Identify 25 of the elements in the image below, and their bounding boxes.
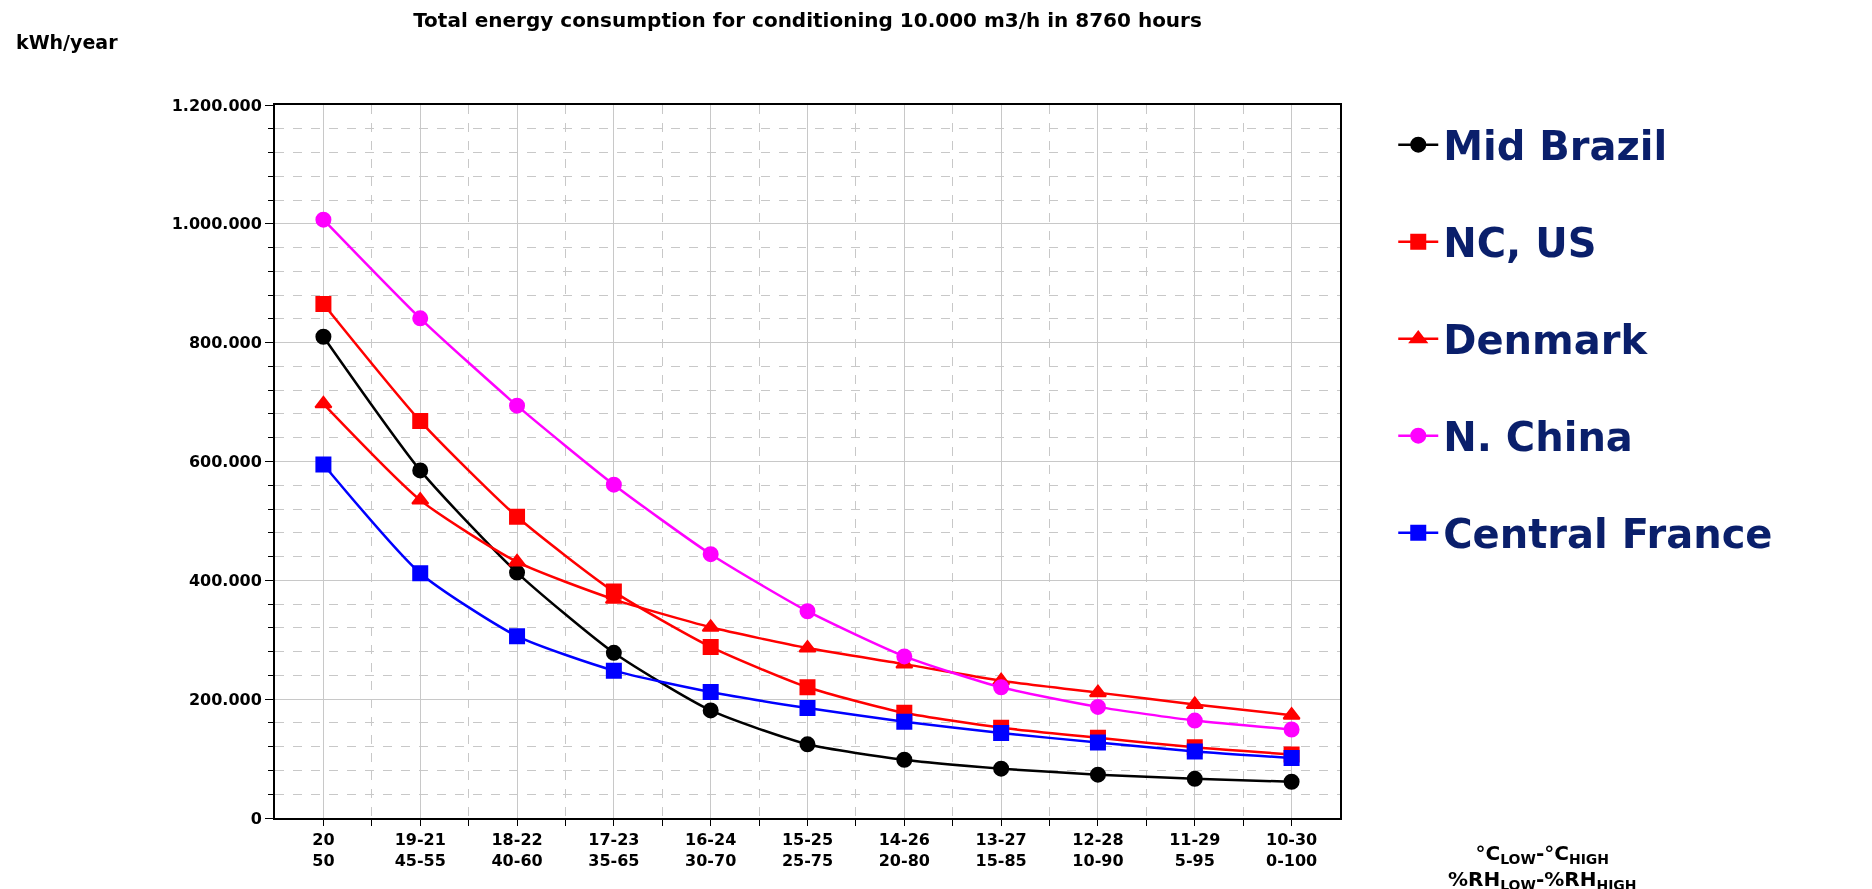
y-axis-title: kWh/year [16, 31, 119, 53]
y-tick-label: 1.200.000 [171, 95, 262, 115]
y-tick-label: 600.000 [188, 452, 262, 472]
legend-label: Mid Brazil [1443, 123, 1668, 170]
chart-title: Total energy consumption for conditioning 10.000 m3/h in 8760 hours [413, 8, 1202, 33]
x-tick-label: 14-26 20-80 [878, 830, 930, 870]
legend-label: N. China [1443, 414, 1633, 461]
legend-label: Denmark [1443, 317, 1649, 364]
legend-label: NC, US [1443, 220, 1597, 267]
x-tick-label: 11-29 5-95 [1169, 830, 1221, 870]
y-tick-label: 200.000 [188, 689, 262, 709]
y-tick-label: 0 [250, 808, 262, 828]
x-tick-label: 20 50 [312, 830, 335, 870]
y-tick-label: 800.000 [188, 333, 262, 353]
x-tick-label: 12-28 10-90 [1072, 830, 1124, 870]
x-tick-label: 13-27 15-85 [975, 830, 1027, 870]
x-tick-label: 16-24 30-70 [685, 830, 737, 870]
x-tick-label: 18-22 40-60 [491, 830, 543, 870]
y-tick-label: 1.000.000 [171, 214, 262, 234]
x-tick-label: 15-25 25-75 [781, 830, 834, 870]
y-tick-label: 400.000 [188, 570, 262, 590]
legend-label: Central France [1443, 511, 1773, 558]
x-tick-label: 19-21 45-55 [394, 830, 446, 870]
x-tick-label: 17-23 35-65 [588, 830, 640, 870]
x-tick-label: 10-30 0-100 [1266, 830, 1318, 870]
